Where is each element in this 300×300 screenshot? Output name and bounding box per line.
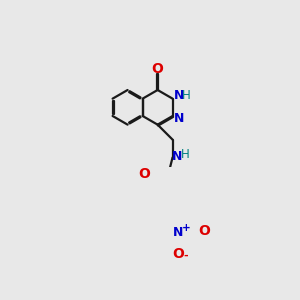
Text: +: + (182, 223, 191, 233)
Text: O: O (152, 62, 164, 76)
Text: N: N (172, 149, 182, 163)
Text: N: N (174, 89, 184, 102)
Text: O: O (199, 224, 210, 238)
Text: -: - (183, 251, 188, 261)
Text: N: N (173, 226, 184, 239)
Text: H: H (181, 148, 190, 161)
Text: O: O (138, 167, 150, 181)
Text: H: H (182, 89, 191, 102)
Text: N: N (174, 112, 184, 125)
Text: O: O (172, 247, 184, 261)
